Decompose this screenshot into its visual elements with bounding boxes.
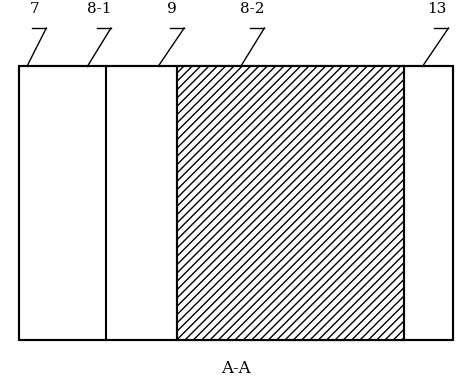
Text: 13: 13 [427, 2, 447, 16]
Bar [177, 66, 404, 340]
Text: 7: 7 [30, 2, 39, 16]
Bar [19, 66, 453, 340]
Text: A-A: A-A [221, 361, 251, 377]
Bar [19, 66, 453, 340]
Text: 9: 9 [168, 2, 177, 16]
Text: 8-1: 8-1 [87, 2, 111, 16]
Text: 8-2: 8-2 [240, 2, 265, 16]
